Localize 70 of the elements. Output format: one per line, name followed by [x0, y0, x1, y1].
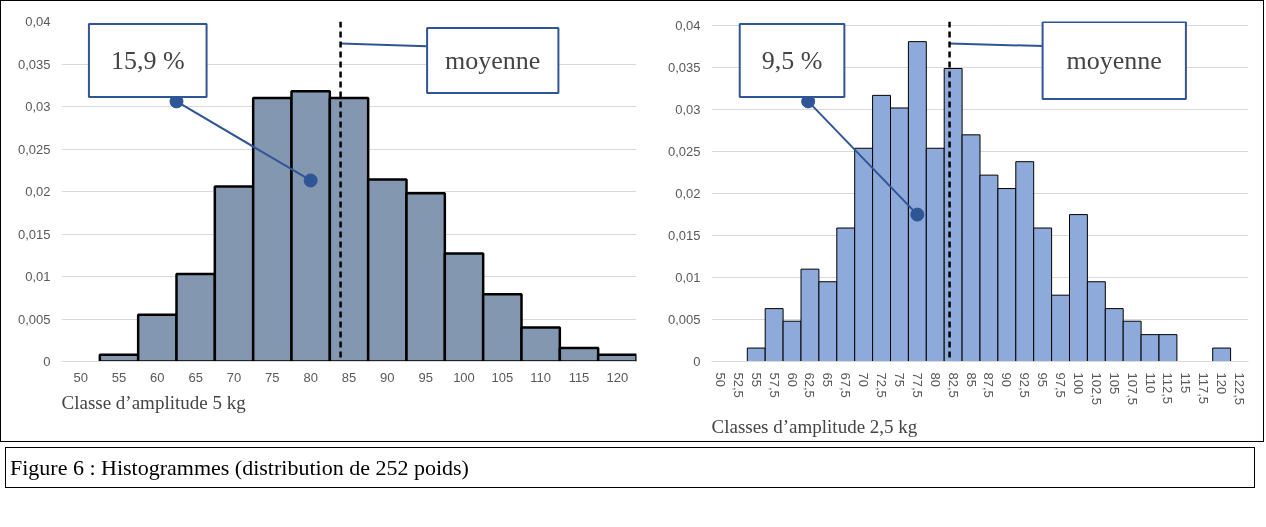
x-tick-label: 85	[341, 369, 357, 385]
x-tick-label: 70	[226, 369, 242, 385]
x-tick-label: 122,5	[1232, 372, 1248, 406]
x-tick-label: 105	[1106, 372, 1122, 395]
y-tick-label: 0,04	[675, 18, 701, 34]
y-tick-label: 0,01	[675, 270, 701, 286]
y-tick-label: 0,03	[675, 102, 701, 118]
x-tick-label: 90	[380, 369, 395, 385]
x-tick-label: 115	[568, 369, 590, 385]
x-tick-label: 90	[999, 372, 1015, 387]
x-tick-label: 72,5	[874, 372, 890, 398]
x-tick-label: 55	[748, 372, 764, 387]
x-tick-label: 80	[927, 372, 943, 387]
x-tick-label: 57,5	[766, 372, 782, 398]
x-tick-label: 102,5	[1088, 372, 1104, 406]
y-tick-label: 0,035	[667, 60, 701, 76]
y-tick-label: 0,02	[25, 184, 51, 199]
ref-line-label: moyenne	[445, 46, 541, 76]
y-tick-label: 0,005	[17, 311, 51, 327]
x-tick-label: 60	[784, 372, 800, 387]
x-tick-label: 75	[265, 369, 280, 385]
y-tick-label: 0,04	[25, 14, 51, 29]
x-tick-label: 107,5	[1124, 372, 1140, 406]
caption: Figure 6 : Histogrammes (distribution de 252 poids)	[10, 454, 469, 482]
y-tick-label: 0,025	[17, 141, 51, 157]
x-tick-label: 110	[1142, 372, 1158, 394]
x-tick-label: 77,5	[909, 372, 925, 398]
x-tick-label: 117,5	[1196, 372, 1212, 405]
x-tick-label: 50	[712, 372, 728, 387]
x-tick-label: 110	[530, 369, 552, 385]
x-tick-label: 97,5	[1053, 372, 1069, 398]
y-tick-label: 0,035	[17, 56, 51, 72]
x-tick-label: 115	[1178, 372, 1194, 394]
x-tick-label: 67,5	[838, 372, 854, 398]
x-tick-label: 120	[1214, 372, 1230, 395]
x-tick-label: 52,5	[730, 372, 746, 398]
y-tick-label: 0,03	[25, 99, 51, 114]
x-tick-label: 82,5	[945, 372, 961, 398]
x-tick-label: 112,5	[1160, 372, 1176, 405]
x-tick-label: 62,5	[802, 372, 818, 398]
annotation: 15,9 %	[110, 46, 185, 76]
x-tick-label: 92,5	[1017, 372, 1033, 398]
y-tick-label: 0,015	[667, 228, 701, 244]
x-tick-label: 60	[150, 369, 165, 385]
text: Classes d’amplitude 2,5 kg	[711, 415, 918, 437]
x-tick-label: 50	[73, 369, 88, 385]
x-tick-label: 65	[188, 369, 203, 385]
x-tick-label: 100	[1070, 372, 1086, 395]
text: Classe d’amplitude 5 kg	[61, 391, 247, 413]
y-tick-label: 0	[43, 354, 51, 369]
y-tick-label: 0,02	[675, 186, 701, 202]
x-tick-label: 100	[453, 369, 475, 385]
annotation: 9,5 %	[761, 46, 823, 76]
x-tick-label: 95	[1035, 372, 1051, 387]
ref-line-label: moyenne	[1066, 46, 1162, 76]
x-tick-label: 65	[820, 372, 836, 387]
x-tick-label: 75	[891, 372, 907, 387]
x-tick-label: 85	[963, 372, 979, 387]
x-tick-label: 120	[606, 369, 629, 385]
x-tick-label: 95	[418, 369, 433, 385]
x-tick-label: 87,5	[981, 372, 997, 398]
y-tick-label: 0	[693, 354, 701, 369]
x-tick-label: 70	[856, 372, 872, 387]
x-tick-label: 55	[111, 369, 127, 385]
y-tick-label: 0,005	[667, 312, 701, 328]
x-tick-label: 105	[491, 369, 514, 385]
y-tick-label: 0,015	[17, 226, 51, 242]
x-tick-label: 80	[303, 369, 318, 385]
y-tick-label: 0,01	[25, 269, 51, 284]
y-tick-label: 0,025	[667, 144, 701, 160]
